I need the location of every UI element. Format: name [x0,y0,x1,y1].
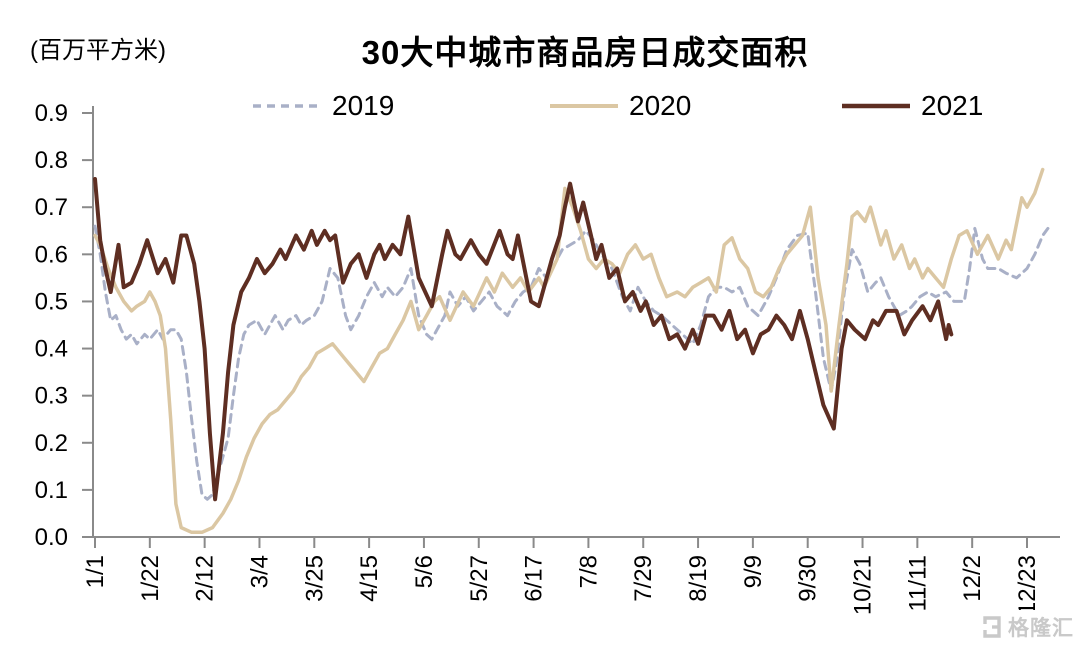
x-tick-label: 1/22 [137,555,164,602]
y-tick-label: 0.4 [35,336,68,363]
y-tick-label: 0.3 [35,383,68,410]
axis-lines [92,106,1060,538]
y-tick-label: 0.7 [35,194,68,221]
legend-line-2019-icon [253,104,321,108]
x-tick-label: 11/11 [904,555,931,612]
y-tick-label: 0.0 [35,524,68,551]
chart-line-2021 [93,177,954,502]
x-tick-label: 6/17 [521,555,548,602]
gelonghui-logo-icon [982,616,1001,638]
y-tick-label: 0.8 [35,147,68,174]
y-tick-label: 0.6 [35,241,68,268]
x-tick-label: 12/23 [1014,555,1041,615]
x-tick-label: 9/30 [795,555,822,602]
x-tick-label: 7/8 [575,555,602,588]
x-tick-label: 1/1 [82,555,109,588]
x-tick-label: 7/29 [630,555,657,602]
legend-line-2021-icon [842,103,910,109]
x-tick-label: 10/21 [850,555,877,615]
x-tick-label: 2/12 [192,555,219,602]
watermark-text: 格隆汇 [1008,617,1074,640]
chart-title: 30大中城市商品房日成交面积 [361,34,809,71]
y-tick-label: 0.5 [35,288,68,315]
x-tick-label: 12/2 [959,555,986,602]
y-tick-label: 0.1 [35,477,68,504]
x-tick-label: 9/9 [740,555,767,588]
watermark: 格隆汇 [973,610,1078,644]
y-tick-label: 0.9 [35,100,68,127]
chart-line-2020 [93,167,1045,535]
legend-item-2020: 2020 [548,90,691,122]
y-tick-label: 0.2 [35,430,68,457]
x-tick-label: 5/27 [466,555,493,602]
x-tick-label: 4/15 [356,555,383,602]
legend-label-2020: 2020 [629,90,692,121]
x-tick-label: 3/25 [301,555,328,602]
x-tick-label: 5/6 [411,555,438,588]
x-tick-label: 8/19 [685,555,712,602]
legend-item-2021: 2021 [840,90,983,122]
y-axis-unit-label: (百万平方米) [30,37,166,64]
legend-line-2020-icon [550,104,618,108]
x-tick-label: 3/4 [246,555,273,588]
legend-label-2019: 2019 [332,90,395,121]
legend-label-2021: 2021 [921,90,984,121]
chart-line-2019 [93,224,1050,501]
legend-item-2019: 2019 [251,90,394,122]
